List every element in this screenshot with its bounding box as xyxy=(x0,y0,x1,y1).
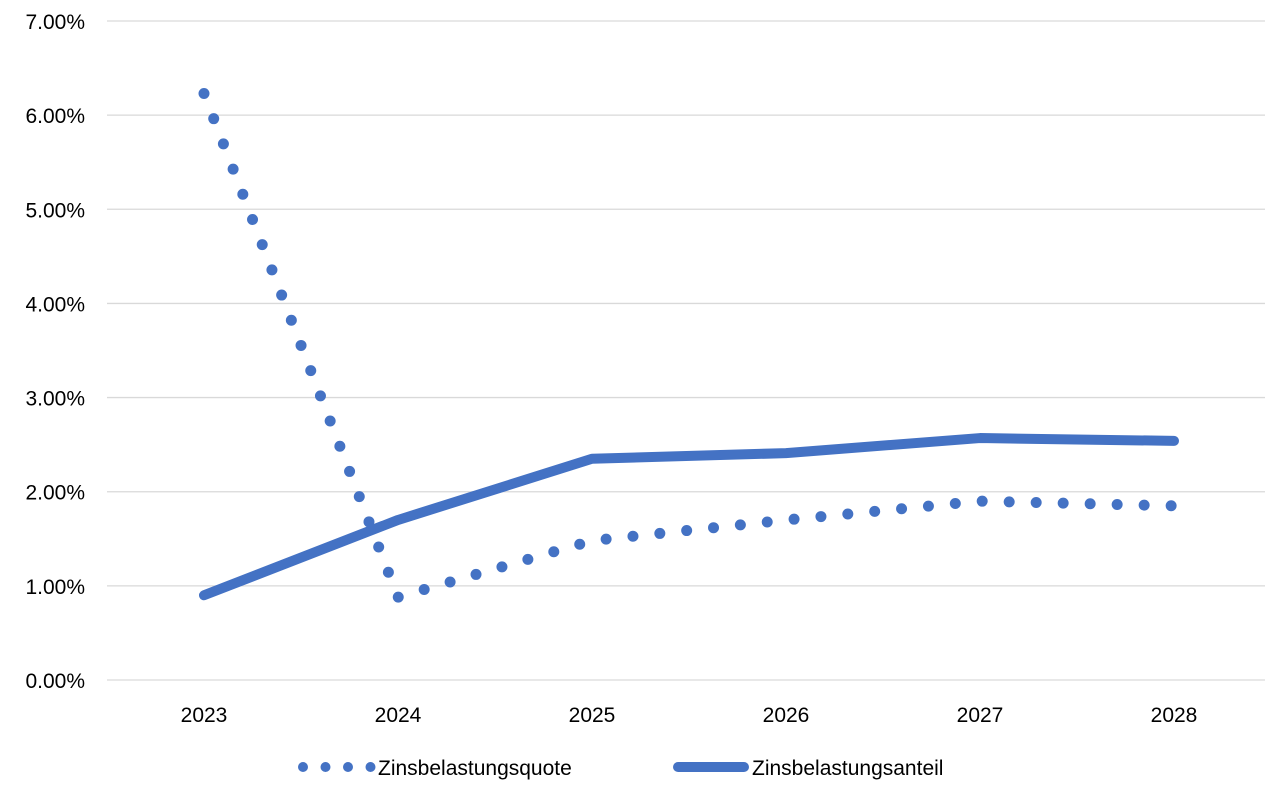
y-tick-label: 4.00% xyxy=(25,293,85,316)
y-tick-label: 3.00% xyxy=(25,388,85,411)
y-tick-label: 6.00% xyxy=(25,105,85,128)
x-tick-label: 2025 xyxy=(569,704,616,727)
y-tick-label: 1.00% xyxy=(25,576,85,599)
legend-label-zinsbelastungsquote: Zinsbelastungsquote xyxy=(378,757,572,780)
y-axis-tick-labels: 0.00% 1.00% 2.00% 3.00% 4.00% 5.00% 6.00% 7.00% xyxy=(25,11,85,693)
series-layer xyxy=(198,87,1180,603)
series-line-zinsbelastungsquote xyxy=(198,87,1180,603)
x-tick-label: 2028 xyxy=(1151,704,1198,727)
x-tick-label: 2026 xyxy=(763,704,810,727)
x-axis-tick-labels: 2023 2024 2025 2026 2027 2028 xyxy=(181,704,1198,727)
y-tick-label: 7.00% xyxy=(25,11,85,34)
gridlines xyxy=(107,20,1265,681)
series-line-zinsbelastungsanteil xyxy=(199,433,1179,601)
y-tick-label: 5.00% xyxy=(25,199,85,222)
legend-item-zinsbelastungsquote: Zinsbelastungsquote xyxy=(298,757,572,780)
y-tick-label: 0.00% xyxy=(25,670,85,693)
x-tick-label: 2027 xyxy=(957,704,1004,727)
y-tick-label: 2.00% xyxy=(25,482,85,505)
legend: Zinsbelastungsquote Zinsbelastungsanteil xyxy=(298,757,943,780)
x-tick-label: 2024 xyxy=(375,704,422,727)
x-tick-label: 2023 xyxy=(181,704,228,727)
legend-item-zinsbelastungsanteil: Zinsbelastungsanteil xyxy=(673,757,943,780)
legend-label-zinsbelastungsanteil: Zinsbelastungsanteil xyxy=(752,757,943,780)
